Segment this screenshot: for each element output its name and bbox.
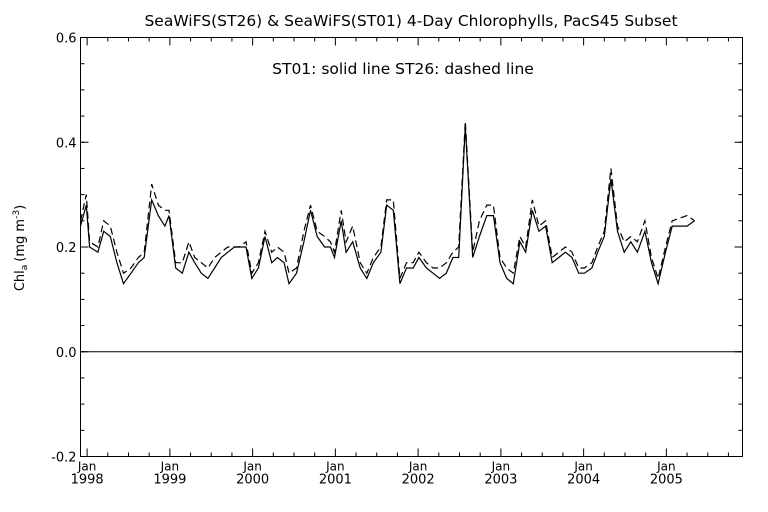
y-label-main: Chl bbox=[13, 270, 28, 291]
x-tick-year-label: 2001 bbox=[319, 473, 352, 488]
x-tick-month-label: Jan bbox=[656, 460, 676, 474]
series-line-st26 bbox=[79, 121, 695, 281]
x-tick-month-label: Jan bbox=[573, 460, 593, 474]
y-label-close: ) bbox=[13, 205, 28, 210]
y-tick-label: 0.6 bbox=[56, 32, 77, 47]
x-tick-month-label: Jan bbox=[77, 460, 97, 474]
x-tick-month-label: Jan bbox=[242, 460, 262, 474]
y-label-unit: (mg m bbox=[13, 219, 28, 262]
y-tick-label: -0.2 bbox=[51, 451, 76, 466]
x-tick-year-label: 2000 bbox=[236, 473, 269, 488]
x-tick-month-label: Jan bbox=[325, 460, 345, 474]
y-label-sub: a bbox=[20, 265, 30, 271]
x-tick-month-label: Jan bbox=[491, 460, 511, 474]
series-layer bbox=[79, 121, 695, 286]
chart-title: SeaWiFS(ST26) & SeaWiFS(ST01) 4-Day Chlo… bbox=[144, 12, 678, 30]
y-tick-label: 0.0 bbox=[56, 346, 77, 361]
x-tick-year-label: 2005 bbox=[650, 473, 683, 488]
y-axis: -0.2 0.0 0.2 0.4 0.6 bbox=[51, 32, 743, 466]
x-tick-month-label: Jan bbox=[408, 460, 428, 474]
svg-text:Chla(mg m-3): Chla (mg m-3) bbox=[12, 205, 30, 291]
legend-annotation: ST01: solid line ST26: dashed line bbox=[272, 60, 534, 78]
y-tick-label: 0.4 bbox=[56, 136, 77, 151]
x-tick-year-label: 2003 bbox=[484, 473, 517, 488]
x-tick-year-label: 1998 bbox=[71, 473, 104, 488]
x-tick-month-label: Jan bbox=[160, 460, 180, 474]
x-tick-year-label: 2002 bbox=[402, 473, 435, 488]
y-tick-label: 0.2 bbox=[56, 241, 77, 256]
y-label-exp: -3 bbox=[12, 210, 22, 219]
x-axis: Jan1998Jan1999Jan2000Jan2001Jan2002Jan20… bbox=[71, 37, 729, 488]
y-axis-label: Chla (mg m-3) bbox=[12, 205, 30, 291]
plot-frame bbox=[80, 37, 743, 457]
series-line-st01 bbox=[79, 126, 695, 286]
x-tick-year-label: 1999 bbox=[153, 473, 186, 488]
x-tick-year-label: 2004 bbox=[567, 473, 600, 488]
